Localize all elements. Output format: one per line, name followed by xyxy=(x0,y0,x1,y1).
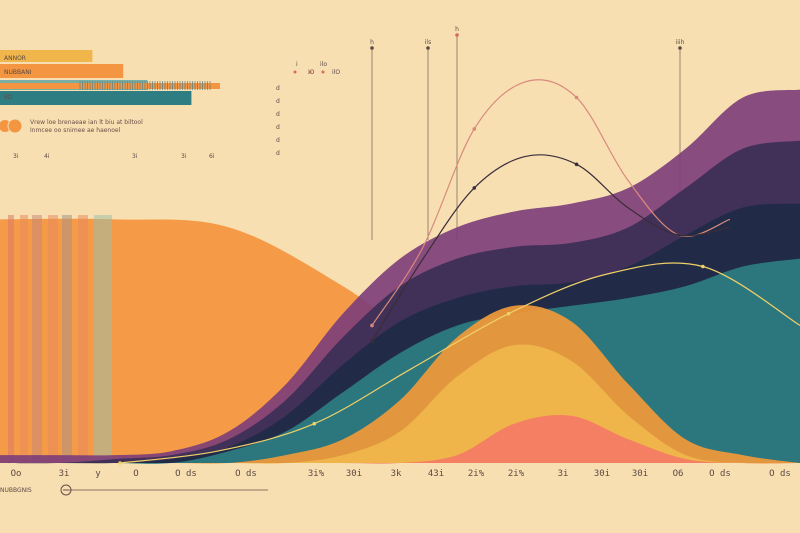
overlay-point xyxy=(472,127,476,131)
x-tick-label: O ds xyxy=(175,469,197,479)
small-tick-label: ilO xyxy=(332,69,340,76)
stripe-bar xyxy=(32,215,42,463)
top-bar-label: ilO xyxy=(4,94,12,101)
top-bar-4 xyxy=(0,91,191,105)
x-tick-label: O ds xyxy=(769,469,791,479)
marker-dot xyxy=(370,46,374,50)
x-tick-label: 30i xyxy=(632,469,648,479)
overlay-point xyxy=(370,324,374,328)
x-tick-label: O ds xyxy=(235,469,257,479)
small-dot xyxy=(322,71,325,74)
stripe-bar xyxy=(48,215,58,463)
marker-label: h xyxy=(370,39,374,46)
x-tick-label: O xyxy=(133,469,138,479)
overlay-point xyxy=(575,163,579,167)
top-bars: ANNOR NUBBANI ilO xyxy=(0,50,220,105)
marker-label: h xyxy=(455,26,459,33)
overlay-point xyxy=(472,186,476,190)
marker-dot xyxy=(678,46,682,50)
overlay-point xyxy=(118,461,122,465)
x-tick-label: O6 xyxy=(673,469,684,479)
code-label: 6i xyxy=(209,153,215,160)
left-axis-label: d xyxy=(276,150,280,157)
legend-text: Vrew loe brenaeae ian lt biu at biltool xyxy=(30,119,143,126)
marker-label: ils xyxy=(425,39,431,46)
legend-circle-icon xyxy=(8,119,22,133)
overlay-point xyxy=(370,339,374,343)
bottom-control[interactable]: NUBBGNIS xyxy=(0,485,268,495)
small-tick-label: i xyxy=(296,61,298,68)
overlay-point xyxy=(701,265,705,269)
overlay-point xyxy=(677,233,681,237)
x-tick-label: y xyxy=(95,469,101,479)
stripe-bar xyxy=(94,215,112,463)
x-tick-label: 43i xyxy=(428,469,444,479)
x-tick-label: 30i xyxy=(594,469,610,479)
stripe-bar xyxy=(20,215,28,463)
code-label: 3i xyxy=(132,153,138,160)
overlay-point xyxy=(575,96,579,100)
x-tick-label: Oo xyxy=(11,469,22,479)
left-axis-label: d xyxy=(276,137,280,144)
x-tick-label: 2i% xyxy=(468,469,485,479)
x-tick-label: 2i% xyxy=(508,469,525,479)
small-tick-label: ilo xyxy=(320,61,327,68)
legend-text: Inmcee oo snimee ae haenoel xyxy=(30,127,121,134)
top-bar-label: ANNOR xyxy=(4,55,26,62)
code-label: 3i xyxy=(13,153,19,160)
x-tick-label: 30i xyxy=(346,469,362,479)
bottom-label: NUBBGNIS xyxy=(0,487,32,494)
x-axis: Oo 3i y O O ds O ds 3i% 30i 3k 43i 2i% 2i% 3i 30i 30i O… xyxy=(11,469,791,479)
x-tick-label: 3i% xyxy=(308,469,325,479)
left-axis-label: d xyxy=(276,85,280,92)
x-tick-label: 3i xyxy=(558,469,569,479)
top-bar-label: NUBBANI xyxy=(4,69,32,76)
x-tick-label: 3k xyxy=(391,469,402,479)
small-dot xyxy=(294,71,297,74)
overlay-point xyxy=(312,422,316,426)
left-axis-label: d xyxy=(276,111,280,118)
left-axis-label: d xyxy=(276,98,280,105)
code-label: 4i xyxy=(44,153,50,160)
marker-dot xyxy=(455,33,459,37)
overlay-point xyxy=(507,312,511,316)
x-tick-label: 3i xyxy=(59,469,70,479)
stripe-bar xyxy=(78,215,88,463)
marker-dot xyxy=(426,46,430,50)
code-label: 3i xyxy=(181,153,187,160)
small-dot xyxy=(309,71,312,74)
stripe-bar xyxy=(62,215,72,463)
stripe-bar xyxy=(8,215,14,463)
x-tick-label: O ds xyxy=(709,469,731,479)
left-axis-label: d xyxy=(276,124,280,131)
marker-label: iiih xyxy=(676,39,685,46)
